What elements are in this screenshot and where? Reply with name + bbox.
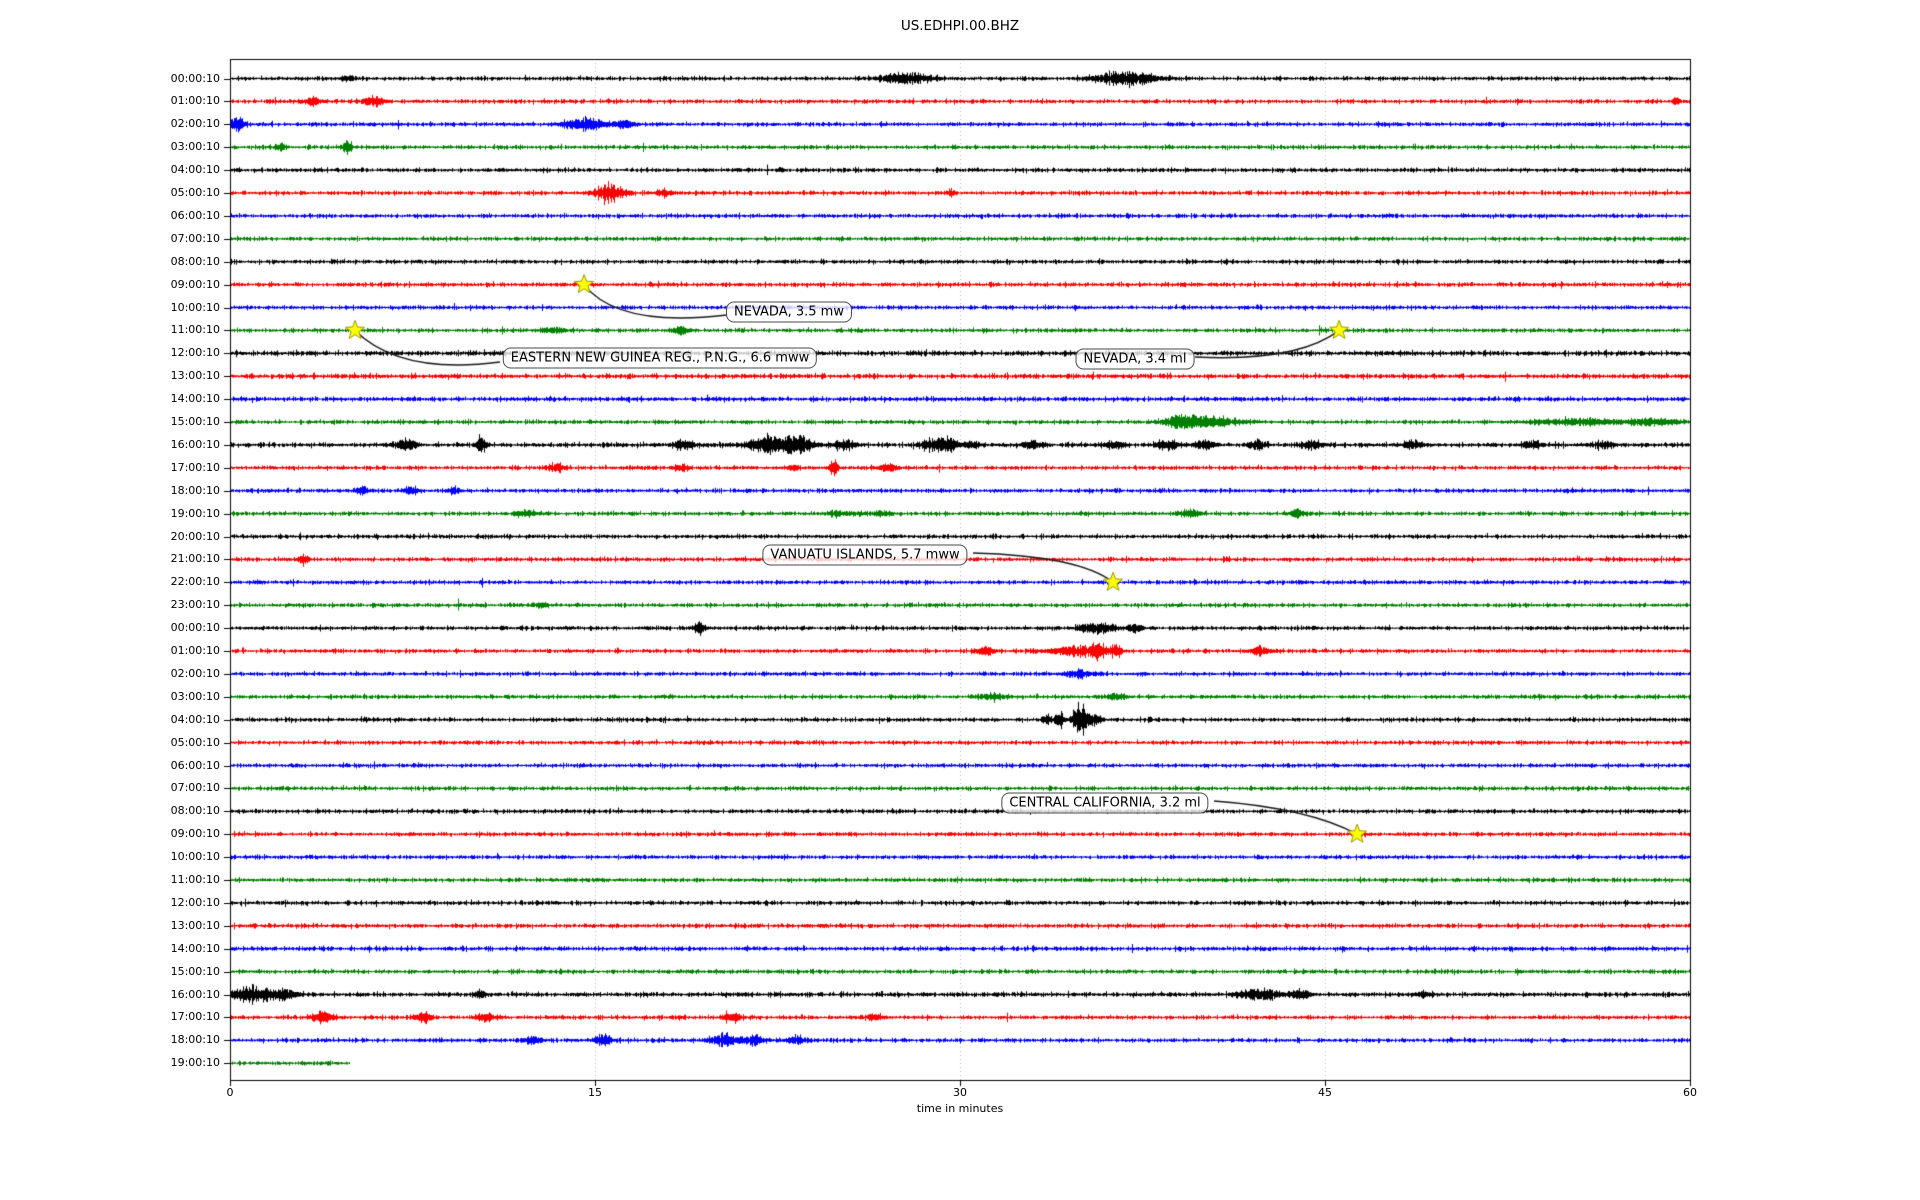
- time-tick-label: 20:00:10: [170, 529, 220, 543]
- time-tick-label: 07:00:10: [170, 781, 220, 795]
- event-label: EASTERN NEW GUINEA REG., P.N.G., 6.6 mww: [502, 347, 818, 369]
- time-tick-label: 10:00:10: [170, 850, 220, 864]
- time-tick-label: 01:00:10: [170, 94, 220, 108]
- x-tick-label: 15: [588, 1086, 602, 1099]
- time-tick-label: 14:00:10: [170, 941, 220, 955]
- time-tick-label: 13:00:10: [170, 369, 220, 383]
- event-label: CENTRAL CALIFORNIA, 3.2 ml: [1001, 792, 1209, 814]
- time-tick-label: 15:00:10: [170, 415, 220, 428]
- time-tick-label: 03:00:10: [170, 689, 220, 703]
- time-tick-label: 17:00:10: [170, 460, 220, 474]
- event-label: NEVADA, 3.5 mw: [726, 301, 852, 323]
- time-tick-label: 05:00:10: [170, 186, 220, 199]
- time-tick-label: 19:00:10: [170, 1056, 220, 1070]
- x-tick-label: 30: [953, 1086, 967, 1099]
- time-tick-label: 19:00:10: [170, 506, 220, 520]
- time-tick-label: 08:00:10: [170, 804, 220, 818]
- time-tick-label: 16:00:10: [170, 987, 220, 1001]
- time-tick-label: 16:00:10: [170, 437, 220, 451]
- time-tick-label: 11:00:10: [170, 873, 220, 886]
- time-tick-label: 11:00:10: [170, 323, 220, 337]
- time-tick-label: 06:00:10: [170, 758, 220, 772]
- time-tick-label: 12:00:10: [170, 346, 220, 360]
- time-tick-label: 09:00:10: [170, 827, 220, 841]
- time-tick-label: 14:00:10: [170, 392, 220, 406]
- x-axis-title: time in minutes: [916, 1102, 1004, 1115]
- time-tick-label: 09:00:10: [170, 277, 220, 291]
- time-tick-label: 03:00:10: [170, 140, 220, 154]
- time-tick-label: 18:00:10: [170, 1033, 220, 1047]
- time-tick-label: 10:00:10: [170, 300, 220, 314]
- time-tick-label: 01:00:10: [170, 644, 220, 657]
- event-label: VANUATU ISLANDS, 5.7 mww: [762, 544, 968, 566]
- time-tick-label: 22:00:10: [170, 575, 220, 589]
- time-tick-label: 23:00:10: [170, 598, 220, 612]
- time-tick-label: 21:00:10: [170, 552, 220, 566]
- time-tick-label: 13:00:10: [170, 918, 220, 932]
- x-tick-label: 60: [1683, 1086, 1697, 1099]
- time-tick-label: 04:00:10: [170, 163, 220, 177]
- event-label: NEVADA, 3.4 ml: [1075, 348, 1195, 370]
- time-tick-label: 08:00:10: [170, 254, 220, 268]
- time-tick-label: 18:00:10: [170, 483, 220, 497]
- time-tick-label: 15:00:10: [170, 964, 220, 978]
- time-tick-label: 02:00:10: [170, 666, 220, 680]
- time-tick-label: 00:00:10: [170, 71, 220, 85]
- time-tick-label: 04:00:10: [170, 712, 220, 726]
- time-tick-label: 02:00:10: [170, 117, 220, 131]
- time-tick-label: 05:00:10: [170, 735, 220, 749]
- x-tick-label: 0: [226, 1086, 234, 1099]
- time-tick-label: 07:00:10: [170, 231, 220, 245]
- time-tick-label: 17:00:10: [170, 1010, 220, 1024]
- time-tick-label: 00:00:10: [170, 621, 220, 635]
- time-tick-label: 06:00:10: [170, 208, 220, 222]
- time-tick-label: 12:00:10: [170, 895, 220, 909]
- plot-title: US.EDHPI.00.BHZ: [900, 18, 1020, 34]
- x-tick-label: 45: [1318, 1086, 1332, 1099]
